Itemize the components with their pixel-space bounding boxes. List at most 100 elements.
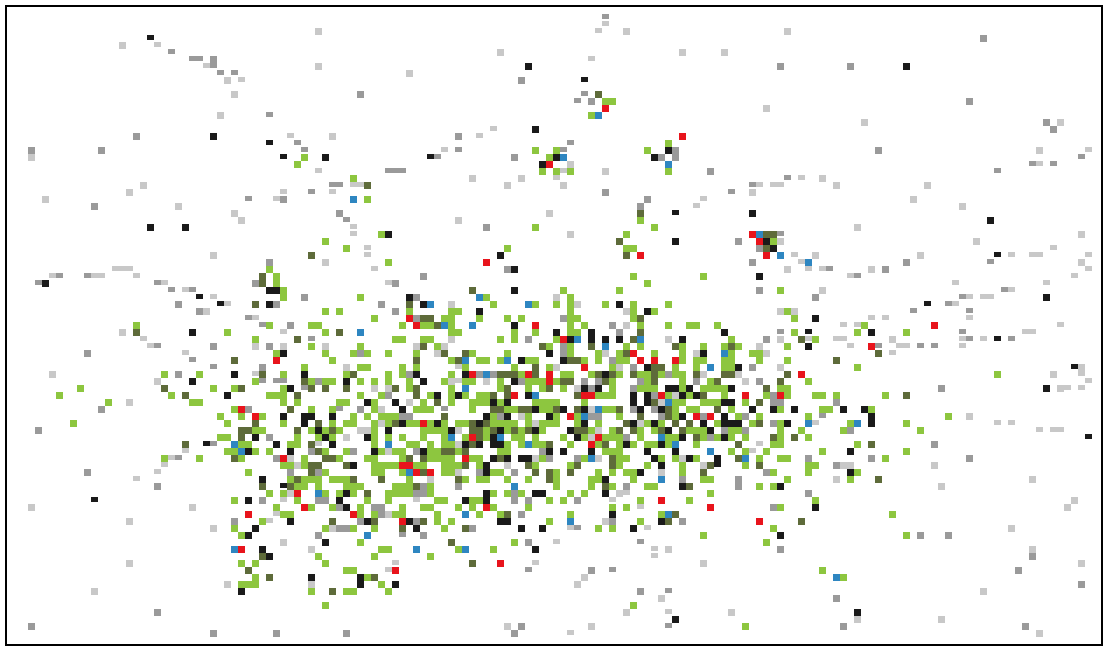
gray-cell — [658, 154, 665, 161]
gray-cell — [399, 413, 406, 420]
blue-cell — [560, 154, 567, 161]
light-cell — [1008, 252, 1015, 257]
dark-cell — [392, 581, 399, 588]
green-cell — [364, 196, 371, 203]
olive-cell — [497, 371, 504, 378]
green-cell — [413, 350, 420, 357]
gray-cell — [574, 525, 581, 530]
olive-cells — [133, 91, 910, 595]
dark-cell — [189, 329, 196, 336]
green-cell — [413, 441, 420, 448]
gray-cell — [1043, 119, 1050, 126]
green-cell — [679, 462, 686, 469]
gray-cell — [413, 518, 420, 525]
gray-cell — [966, 336, 973, 341]
green-cell — [686, 427, 693, 434]
olive-cell — [308, 385, 315, 392]
blue-cell — [721, 350, 728, 357]
light-cell — [1071, 273, 1078, 278]
dark-cell — [560, 448, 567, 455]
light-cell — [819, 287, 826, 294]
gray-cell — [749, 259, 756, 266]
green-cell — [630, 602, 637, 609]
light-cell — [546, 210, 553, 217]
gray-cell — [196, 56, 203, 61]
dark-cell — [490, 441, 497, 448]
gray-cell — [644, 196, 651, 203]
green-cell — [833, 392, 840, 399]
light-cell — [343, 364, 350, 371]
light-cell — [1078, 371, 1085, 376]
green-cell — [301, 364, 308, 371]
green-cell — [490, 301, 497, 308]
green-cell — [742, 448, 749, 455]
gray-cell — [602, 14, 609, 19]
olive-cell — [322, 455, 329, 462]
olive-cell — [133, 329, 140, 336]
olive-cell — [511, 427, 518, 434]
blue-cell — [777, 252, 784, 259]
blue-cell — [665, 161, 672, 168]
light-cell — [567, 231, 574, 238]
light-cell — [504, 623, 511, 630]
green-cell — [210, 385, 217, 392]
green-cell — [350, 588, 357, 595]
olive-cell — [567, 357, 574, 364]
green-cell — [756, 413, 763, 420]
olive-cell — [420, 343, 427, 350]
gray-cell — [784, 175, 791, 180]
green-cell — [224, 329, 231, 336]
blue-cell — [532, 392, 539, 399]
light-cell — [693, 350, 700, 357]
dark-cell — [301, 371, 308, 378]
light-cell — [700, 560, 707, 567]
green-cell — [476, 399, 483, 406]
light-cell — [567, 630, 574, 635]
green-cell — [413, 406, 420, 413]
blue-cell — [742, 455, 749, 462]
light-cell — [1029, 252, 1036, 257]
green-cell — [336, 476, 343, 483]
gray-cell — [805, 490, 812, 497]
green-cell — [742, 399, 749, 406]
red-cell — [868, 343, 875, 350]
light-cell — [616, 364, 623, 371]
red-cell — [756, 518, 763, 525]
light-cell — [154, 378, 161, 385]
green-cell — [504, 245, 511, 252]
gray-cell — [525, 336, 532, 343]
red-cell — [546, 371, 553, 378]
green-cell — [371, 427, 378, 434]
green-cell — [469, 497, 476, 504]
green-cell — [336, 308, 343, 315]
gray-cell — [329, 182, 336, 187]
green-cell — [721, 343, 728, 350]
blue-cell — [406, 469, 413, 476]
green-cell — [539, 420, 546, 427]
gray-cell — [336, 182, 343, 187]
light-cell — [154, 42, 161, 47]
light-cell — [553, 294, 560, 301]
light-cell — [819, 175, 826, 182]
green-cell — [637, 434, 644, 441]
olive-cell — [315, 420, 322, 427]
dark-cell — [280, 483, 287, 488]
gray-cell — [350, 448, 357, 455]
dark-cell — [427, 154, 434, 159]
light-cell — [777, 182, 784, 187]
dark-cell — [749, 406, 756, 413]
green-cell — [420, 322, 427, 329]
light-cell — [987, 294, 994, 299]
green-cell — [238, 455, 245, 462]
green-cell — [637, 427, 644, 434]
green-cell — [392, 462, 399, 469]
dark-cell — [770, 406, 777, 413]
green-cell — [609, 525, 616, 532]
green-cell — [595, 350, 602, 357]
gray-cell — [770, 392, 777, 399]
light-cell — [406, 399, 413, 406]
green-cell — [476, 476, 483, 483]
map-canvas[interactable] — [7, 7, 1101, 644]
gray-cell — [637, 203, 644, 210]
olive-cell — [434, 322, 441, 329]
